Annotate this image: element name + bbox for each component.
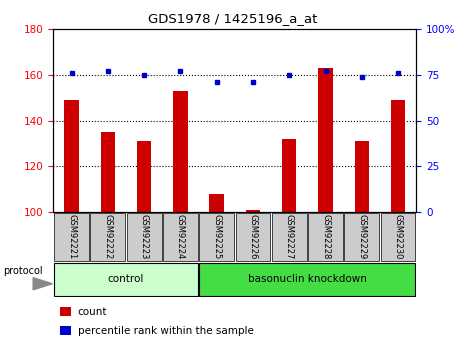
Bar bbox=[345, 213, 379, 261]
Text: GSM92221: GSM92221 bbox=[67, 214, 76, 259]
Bar bbox=[236, 213, 270, 261]
Bar bbox=[199, 213, 234, 261]
Text: GSM92228: GSM92228 bbox=[321, 214, 330, 259]
Text: protocol: protocol bbox=[3, 266, 42, 276]
Bar bbox=[246, 210, 260, 212]
Bar bbox=[173, 91, 188, 212]
Text: GSM92227: GSM92227 bbox=[285, 214, 294, 259]
Bar bbox=[127, 213, 161, 261]
Bar bbox=[272, 213, 306, 261]
Bar bbox=[54, 213, 89, 261]
Text: count: count bbox=[78, 307, 107, 317]
Bar bbox=[209, 194, 224, 212]
Polygon shape bbox=[33, 278, 53, 290]
Text: basonuclin knockdown: basonuclin knockdown bbox=[248, 275, 367, 284]
Bar bbox=[308, 213, 343, 261]
Text: GSM92222: GSM92222 bbox=[103, 214, 113, 259]
Bar bbox=[199, 263, 415, 296]
Bar bbox=[318, 68, 333, 212]
Text: GSM92224: GSM92224 bbox=[176, 214, 185, 259]
Bar bbox=[54, 263, 198, 296]
Text: control: control bbox=[108, 275, 144, 284]
Bar bbox=[91, 213, 125, 261]
Bar bbox=[64, 100, 79, 212]
Bar bbox=[137, 141, 152, 212]
Text: percentile rank within the sample: percentile rank within the sample bbox=[78, 326, 253, 336]
Text: GSM92230: GSM92230 bbox=[393, 214, 403, 259]
Bar bbox=[391, 100, 405, 212]
Text: GDS1978 / 1425196_a_at: GDS1978 / 1425196_a_at bbox=[148, 12, 317, 25]
Text: GSM92223: GSM92223 bbox=[140, 214, 149, 259]
Bar bbox=[282, 139, 297, 212]
Bar bbox=[381, 213, 415, 261]
Text: GSM92225: GSM92225 bbox=[212, 214, 221, 259]
Bar bbox=[354, 141, 369, 212]
Text: GSM92229: GSM92229 bbox=[357, 214, 366, 259]
Bar bbox=[163, 213, 198, 261]
Text: GSM92226: GSM92226 bbox=[248, 214, 258, 259]
Bar bbox=[100, 132, 115, 212]
